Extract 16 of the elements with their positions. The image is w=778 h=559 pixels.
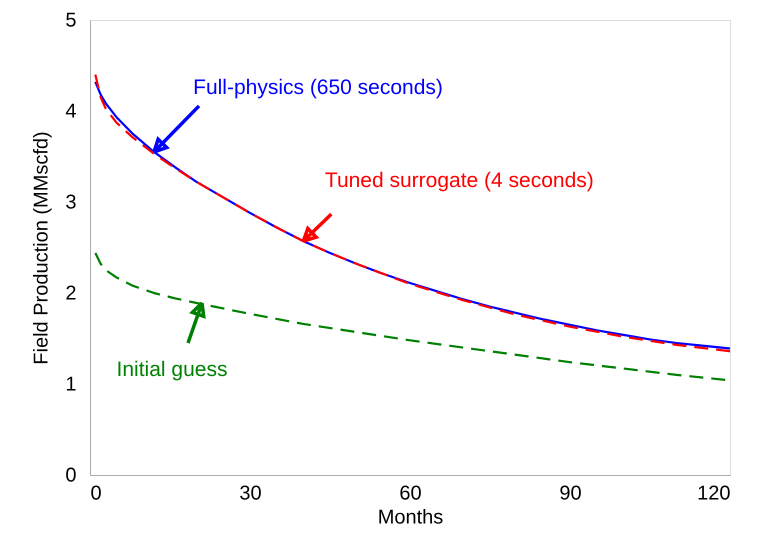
y-axis-title: Field Production (MMscfd) (30, 131, 52, 365)
x-axis-title: Months (378, 506, 444, 528)
y-tick-label: 3 (65, 192, 76, 214)
x-tick-label: 30 (239, 482, 262, 504)
x-tick-label: 120 (697, 482, 730, 504)
y-tick-label: 5 (65, 10, 76, 32)
x-tick-label: 60 (399, 482, 422, 504)
annotation: Full-physics (650 seconds) (193, 76, 443, 99)
x-tick-label: 0 (90, 482, 102, 504)
y-tick-label: 2 (65, 282, 76, 304)
annotation: Tuned surrogate (4 seconds) (324, 169, 594, 192)
y-tick-label: 0 (65, 464, 76, 486)
annotation: Initial guess (116, 358, 228, 382)
y-tick-label: 4 (65, 100, 76, 122)
y-tick-label: 1 (65, 374, 76, 396)
x-tick-label: 90 (559, 482, 582, 504)
